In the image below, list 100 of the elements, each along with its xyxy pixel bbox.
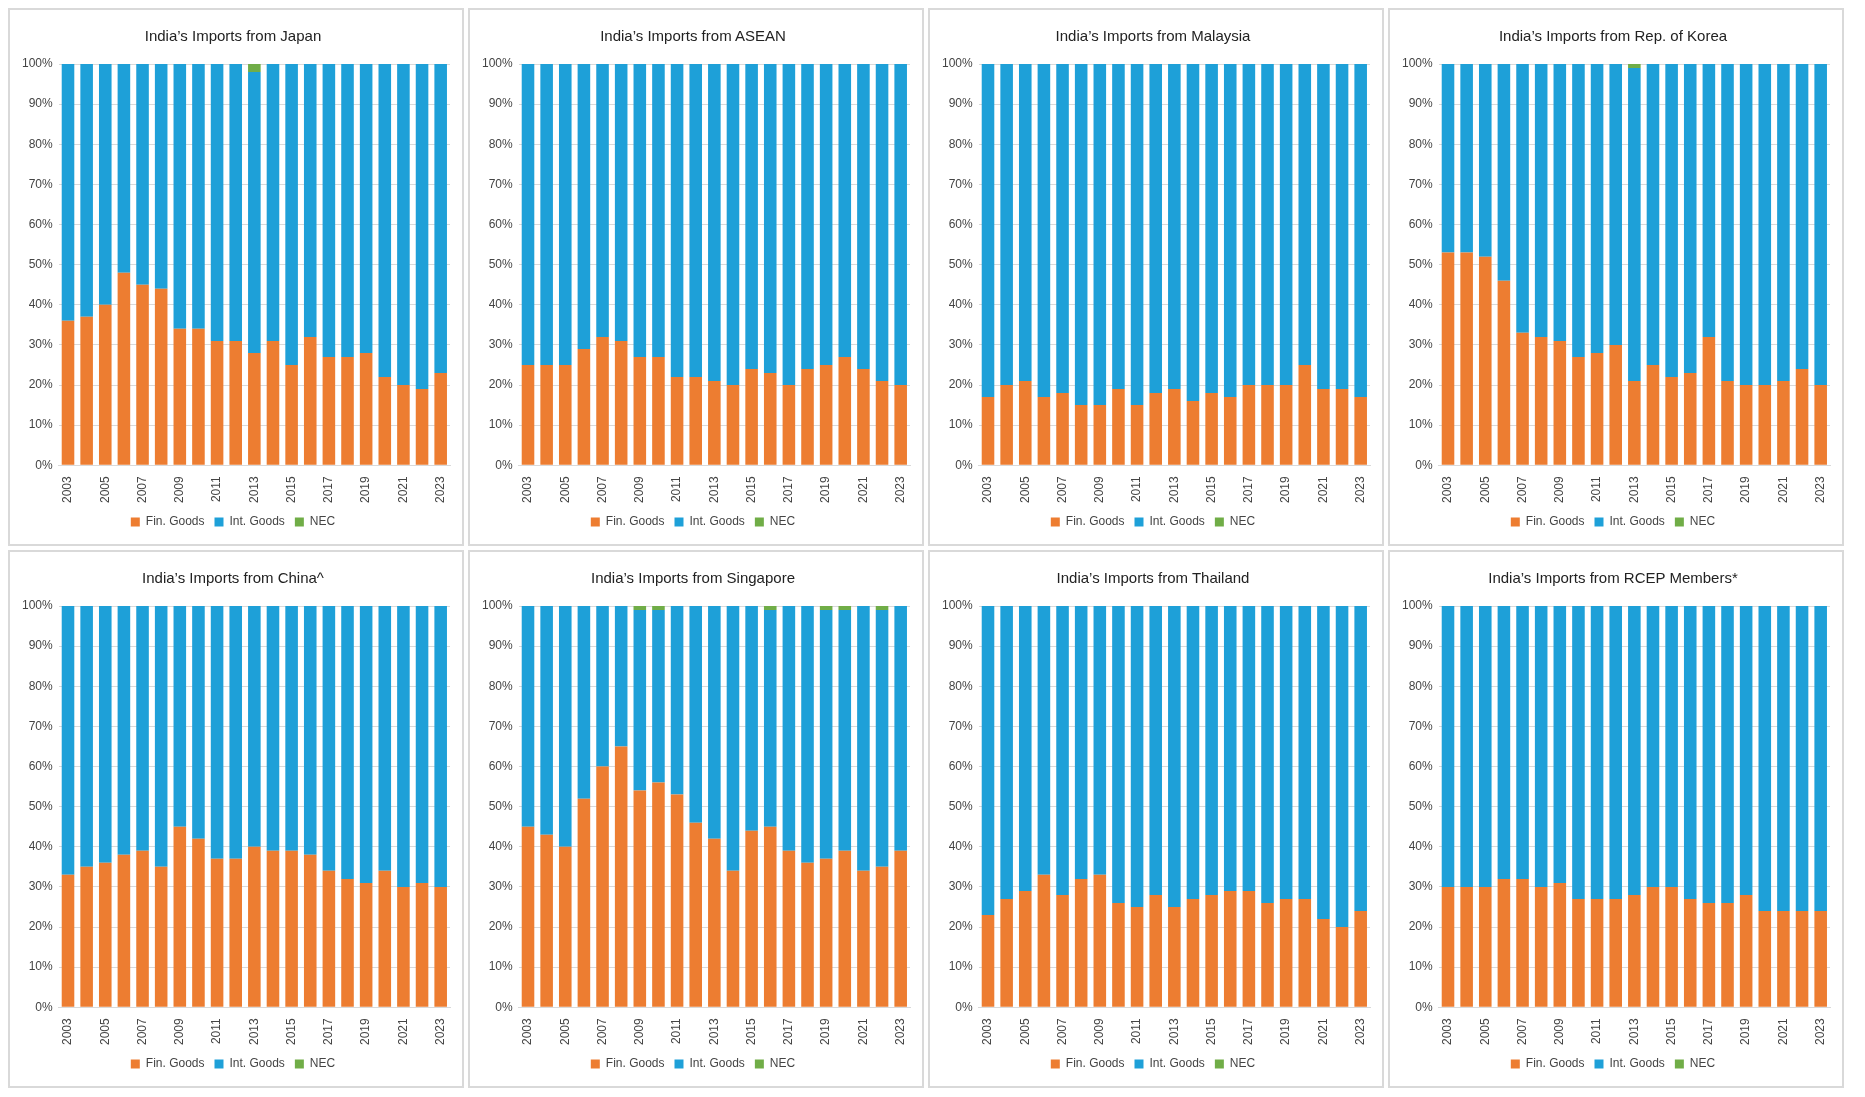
- bar: [61, 874, 75, 1007]
- legend-label: Fin. Goods: [605, 1056, 665, 1071]
- y-tick-label: 30%: [948, 337, 974, 352]
- x-tick-label: 2009: [1552, 475, 1567, 504]
- x-tick-label: 2019: [818, 475, 833, 504]
- bar: [1093, 606, 1107, 875]
- bar: [1130, 64, 1144, 406]
- bar: [303, 336, 317, 465]
- x-tick-label: 2023: [893, 475, 907, 504]
- bar: [1497, 280, 1511, 465]
- x-tick-label: 2013: [246, 475, 261, 504]
- bar: [1223, 64, 1237, 398]
- bar: [763, 610, 777, 827]
- bar: [1130, 906, 1144, 1007]
- bar: [303, 854, 317, 1007]
- y-tick-label: 70%: [488, 176, 514, 191]
- bar: [1000, 385, 1013, 465]
- y-tick-label: 50%: [1408, 256, 1434, 271]
- y-tick-label: 20%: [1408, 919, 1434, 934]
- bar: [1335, 927, 1349, 1007]
- x-tick-label: 2021: [395, 475, 410, 504]
- y-tick-label: 90%: [1408, 96, 1434, 111]
- bar: [434, 886, 447, 1007]
- bar: [1242, 385, 1256, 465]
- bar: [266, 850, 280, 1007]
- x-tick-label: 2023: [1353, 1017, 1367, 1046]
- bar: [173, 826, 187, 1007]
- y-tick-label: 0%: [35, 457, 54, 472]
- bar: [1279, 64, 1293, 386]
- bar: [1018, 890, 1032, 1007]
- bar: [540, 834, 553, 1007]
- x-tick-label: 2017: [781, 475, 796, 504]
- bar: [341, 64, 354, 357]
- x-tick-label: 2017: [321, 1017, 336, 1046]
- bar: [1814, 385, 1827, 465]
- bar: [1018, 606, 1032, 891]
- bar: [1721, 64, 1734, 382]
- y-tick-label: 30%: [1408, 879, 1434, 894]
- y-tick-label: 10%: [488, 959, 514, 974]
- chart-title: India’s Imports from Rep. of Korea: [1498, 27, 1728, 45]
- y-tick-label: 40%: [948, 297, 974, 312]
- bar: [652, 356, 665, 465]
- y-tick-label: 30%: [28, 879, 54, 894]
- bar: [633, 356, 647, 465]
- x-tick-label: 2013: [1166, 475, 1181, 504]
- bar: [763, 606, 777, 611]
- x-tick-label: 2005: [97, 1017, 112, 1046]
- bar: [577, 64, 591, 349]
- bar: [1441, 886, 1455, 1007]
- bar: [1112, 64, 1125, 390]
- y-tick-label: 10%: [1408, 959, 1434, 974]
- bar: [1683, 64, 1697, 374]
- bar: [1665, 64, 1678, 378]
- bar: [1795, 606, 1809, 911]
- bar: [136, 850, 149, 1007]
- bar: [285, 850, 298, 1007]
- bar: [1056, 894, 1069, 1007]
- bar: [1758, 910, 1772, 1007]
- bar: [192, 64, 205, 329]
- y-tick-label: 100%: [21, 56, 54, 71]
- x-tick-label: 2009: [172, 1017, 187, 1046]
- bar: [726, 606, 740, 871]
- bar: [981, 64, 995, 398]
- bar: [1130, 606, 1144, 907]
- bar: [1795, 368, 1809, 465]
- bar: [1441, 64, 1455, 253]
- bar: [1279, 606, 1293, 899]
- bar: [1149, 894, 1162, 1007]
- bar: [98, 606, 112, 863]
- y-tick-label: 100%: [941, 598, 974, 613]
- bar: [415, 882, 429, 1007]
- bar: [1665, 606, 1678, 887]
- y-tick-label: 80%: [28, 678, 54, 693]
- bar: [266, 64, 280, 341]
- x-tick-label: 2023: [1813, 475, 1827, 504]
- x-tick-label: 2019: [358, 1017, 373, 1046]
- bar: [1683, 898, 1697, 1007]
- bar: [708, 838, 721, 1007]
- x-tick-label: 2023: [433, 1017, 447, 1046]
- bar: [1261, 385, 1274, 465]
- bar: [285, 64, 298, 365]
- bar: [1223, 397, 1237, 465]
- bar: [763, 64, 777, 374]
- bar: [1186, 401, 1200, 465]
- x-tick-label: 2021: [1775, 1017, 1790, 1046]
- bar: [1534, 336, 1548, 465]
- bar: [378, 870, 392, 1007]
- bar: [359, 606, 373, 883]
- x-tick-label: 2009: [172, 475, 187, 504]
- bar: [1814, 910, 1827, 1007]
- bar: [1354, 606, 1367, 911]
- bar: [1037, 606, 1051, 875]
- bar: [633, 606, 647, 611]
- bar: [857, 870, 870, 1007]
- y-tick-label: 0%: [35, 999, 54, 1014]
- x-tick-label: 2015: [283, 475, 298, 504]
- bar: [1628, 381, 1641, 465]
- bar: [1478, 606, 1492, 887]
- bar: [1572, 898, 1585, 1007]
- bar: [397, 606, 410, 887]
